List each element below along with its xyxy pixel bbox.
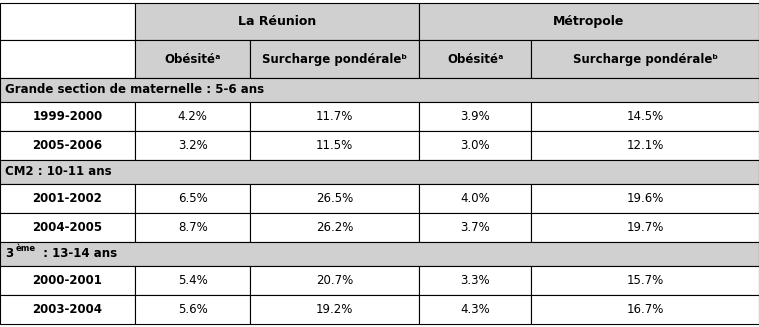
Bar xyxy=(250,266,419,295)
Text: 16.7%: 16.7% xyxy=(626,303,664,316)
Text: 2000-2001: 2000-2001 xyxy=(33,274,102,287)
Text: 2001-2002: 2001-2002 xyxy=(33,192,102,205)
Bar xyxy=(250,295,419,324)
Text: Obésitéᵃ: Obésitéᵃ xyxy=(447,53,503,66)
Text: Surcharge pondéraleᵇ: Surcharge pondéraleᵇ xyxy=(262,53,408,66)
Bar xyxy=(0,213,135,242)
Text: 2003-2004: 2003-2004 xyxy=(33,303,102,316)
Text: Obésitéᵃ: Obésitéᵃ xyxy=(165,53,221,66)
Bar xyxy=(531,41,759,78)
Bar xyxy=(135,102,250,131)
Text: 3.3%: 3.3% xyxy=(460,274,490,287)
Bar xyxy=(135,131,250,160)
Text: 5.4%: 5.4% xyxy=(178,274,208,287)
Bar xyxy=(0,242,759,266)
Text: 19.7%: 19.7% xyxy=(626,221,664,234)
Text: La Réunion: La Réunion xyxy=(238,15,317,28)
Bar xyxy=(0,184,135,213)
Text: Métropole: Métropole xyxy=(553,15,625,28)
Text: 4.0%: 4.0% xyxy=(460,192,490,205)
Text: 4.2%: 4.2% xyxy=(178,110,208,123)
Bar xyxy=(0,266,135,295)
Bar xyxy=(419,41,531,78)
Bar xyxy=(419,213,531,242)
Text: 19.6%: 19.6% xyxy=(626,192,664,205)
Text: 8.7%: 8.7% xyxy=(178,221,208,234)
Bar xyxy=(250,213,419,242)
Bar xyxy=(0,295,135,324)
Text: 20.7%: 20.7% xyxy=(316,274,354,287)
Bar xyxy=(531,295,759,324)
Text: 12.1%: 12.1% xyxy=(626,139,664,152)
Bar xyxy=(0,160,759,184)
Bar xyxy=(135,295,250,324)
Bar xyxy=(250,41,419,78)
Text: 2004-2005: 2004-2005 xyxy=(33,221,102,234)
Text: Surcharge pondéraleᵇ: Surcharge pondéraleᵇ xyxy=(572,53,718,66)
Bar xyxy=(419,184,531,213)
Text: 26.5%: 26.5% xyxy=(316,192,354,205)
Bar xyxy=(531,266,759,295)
Text: 1999-2000: 1999-2000 xyxy=(33,110,102,123)
Text: 3.7%: 3.7% xyxy=(460,221,490,234)
Text: Grande section de maternelle : 5-6 ans: Grande section de maternelle : 5-6 ans xyxy=(5,83,264,96)
Bar xyxy=(135,41,250,78)
Bar xyxy=(250,184,419,213)
Bar xyxy=(135,266,250,295)
Bar xyxy=(419,295,531,324)
Bar xyxy=(135,184,250,213)
Bar xyxy=(0,102,135,131)
Text: 5.6%: 5.6% xyxy=(178,303,208,316)
Bar xyxy=(419,102,531,131)
Bar xyxy=(135,3,419,41)
Text: 3.0%: 3.0% xyxy=(460,139,490,152)
Text: ème: ème xyxy=(16,244,36,253)
Bar xyxy=(135,213,250,242)
Text: CM2 : 10-11 ans: CM2 : 10-11 ans xyxy=(5,165,112,178)
Bar xyxy=(531,184,759,213)
Bar xyxy=(531,213,759,242)
Text: 6.5%: 6.5% xyxy=(178,192,208,205)
Bar xyxy=(419,3,759,41)
Bar xyxy=(250,102,419,131)
Text: 4.3%: 4.3% xyxy=(460,303,490,316)
Text: 11.5%: 11.5% xyxy=(316,139,354,152)
Bar xyxy=(0,41,135,78)
Text: 14.5%: 14.5% xyxy=(626,110,664,123)
Text: 2005-2006: 2005-2006 xyxy=(33,139,102,152)
Bar xyxy=(531,102,759,131)
Bar xyxy=(419,131,531,160)
Bar xyxy=(531,131,759,160)
Text: 26.2%: 26.2% xyxy=(316,221,354,234)
Bar xyxy=(419,266,531,295)
Bar xyxy=(0,3,135,41)
Text: 11.7%: 11.7% xyxy=(316,110,354,123)
Bar xyxy=(250,131,419,160)
Bar xyxy=(0,78,759,102)
Bar xyxy=(0,131,135,160)
Text: 3: 3 xyxy=(5,247,14,260)
Text: : 13-14 ans: : 13-14 ans xyxy=(39,247,118,260)
Text: 19.2%: 19.2% xyxy=(316,303,354,316)
Text: 3.9%: 3.9% xyxy=(460,110,490,123)
Text: 3.2%: 3.2% xyxy=(178,139,208,152)
Text: 15.7%: 15.7% xyxy=(626,274,664,287)
